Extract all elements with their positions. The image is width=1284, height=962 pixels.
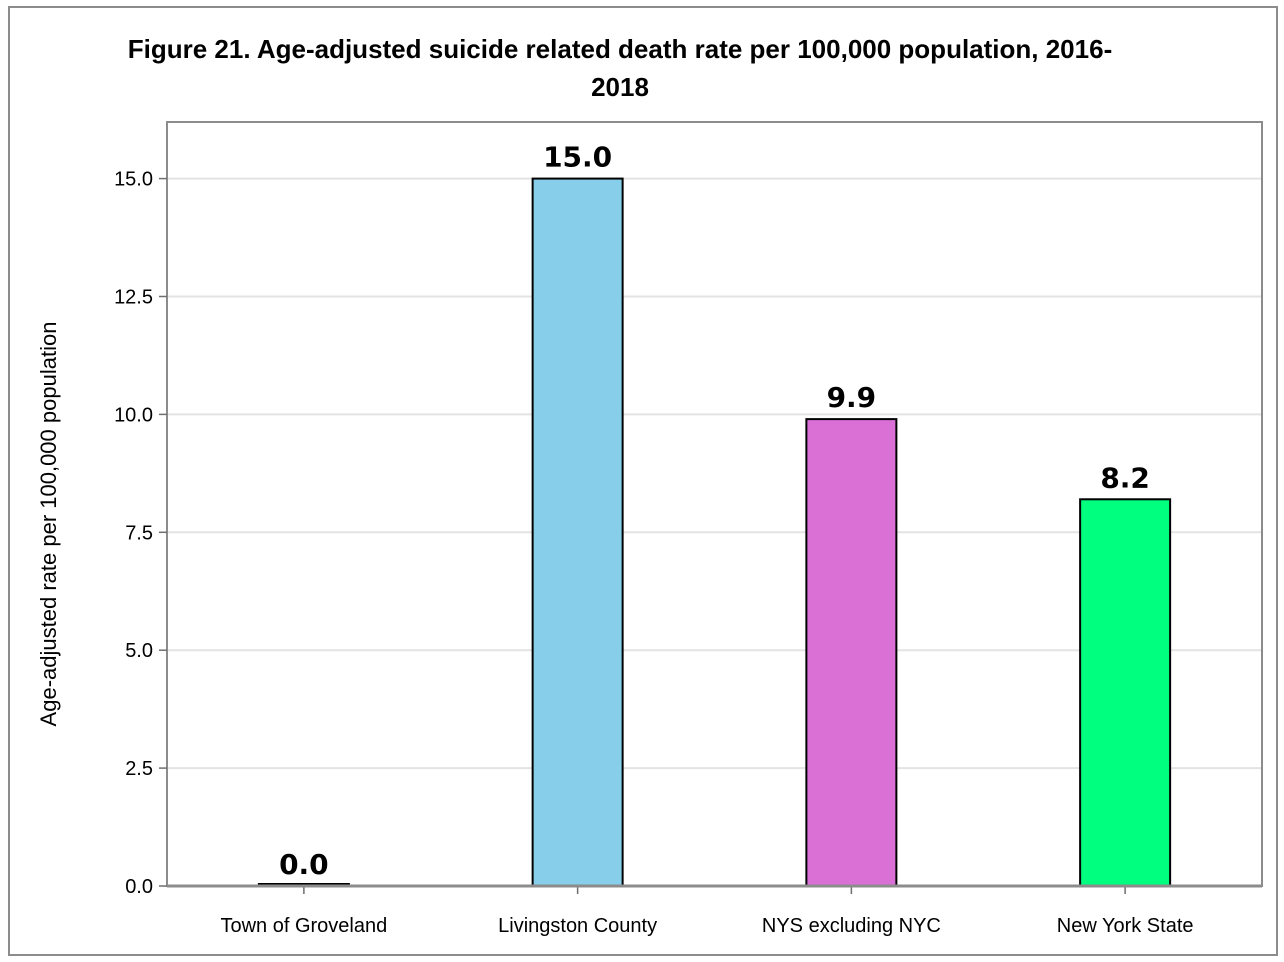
y-tick-label: 0.0 <box>125 876 153 898</box>
chart-title-line-2: 2018 <box>591 72 649 102</box>
data-label: 9.9 <box>827 381 877 414</box>
data-label: 0.0 <box>279 848 329 881</box>
chart-title: Figure 21. Age-adjusted suicide related … <box>30 30 1210 106</box>
bar <box>805 418 898 887</box>
y-tick-label: 2.5 <box>125 758 153 780</box>
x-tick-label: Livingston County <box>498 915 657 937</box>
data-label: 8.2 <box>1100 461 1150 494</box>
y-tick-label: 10.0 <box>114 404 153 426</box>
x-tick-label: NYS excluding NYC <box>762 915 941 937</box>
x-tick-label: New York State <box>1057 915 1194 937</box>
y-tick-label: 7.5 <box>125 522 153 544</box>
y-tick-label: 12.5 <box>114 286 153 308</box>
y-axis-title: Age-adjusted rate per 100,000 population <box>36 322 61 727</box>
axes: 0.0 2.5 5.0 7.5 10.0 12.5 15.0 Town of Grovelan… <box>114 121 1263 937</box>
bars <box>257 177 1172 887</box>
bar <box>531 177 624 887</box>
data-labels: 0.0 15.0 9.9 8.2 <box>279 141 1150 881</box>
data-label: 15.0 <box>543 141 612 174</box>
chart-frame <box>8 6 1278 956</box>
bar <box>1079 498 1172 887</box>
chart-title-line-1: Figure 21. Age-adjusted suicide related … <box>127 34 1113 64</box>
x-tick-label: Town of Groveland <box>220 915 387 937</box>
y-tick-label: 5.0 <box>125 640 153 662</box>
y-tick-label: 15.0 <box>114 169 153 191</box>
